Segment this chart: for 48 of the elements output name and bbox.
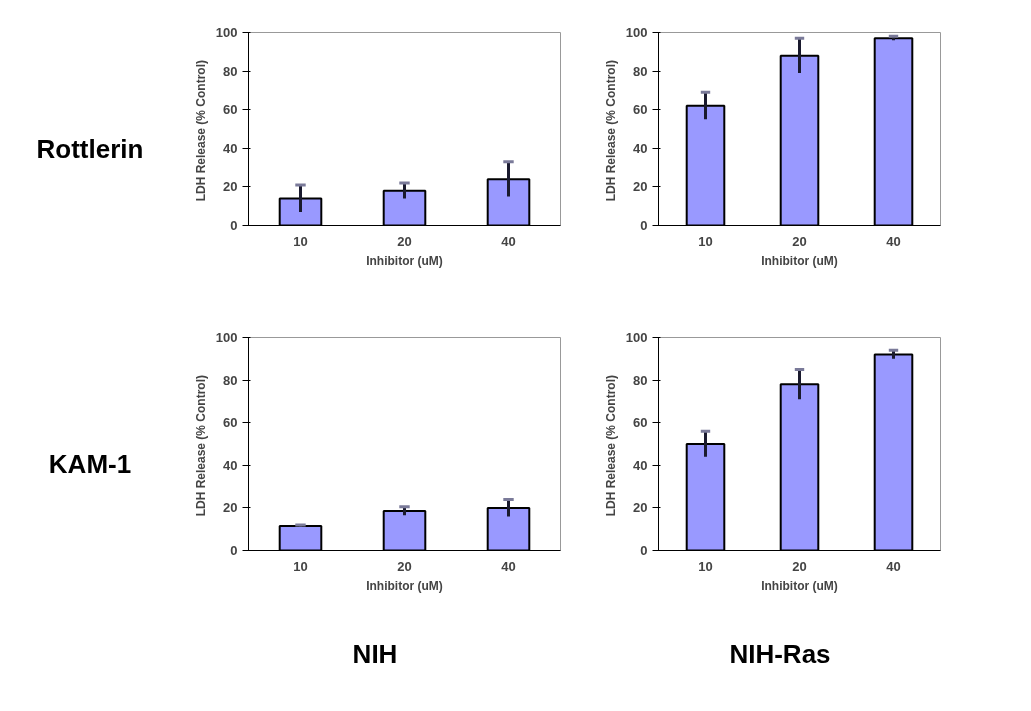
y-tick-label: 0 (640, 218, 648, 233)
x-tick-label: 40 (886, 233, 901, 249)
y-tick-label: 0 (640, 543, 648, 558)
y-tick-label: 40 (223, 140, 238, 156)
x-tick-label: 20 (397, 558, 412, 574)
y-tick-label: 80 (223, 63, 238, 79)
x-tick-label: 40 (501, 233, 516, 249)
y-tick-label: 20 (633, 500, 648, 516)
y-tick-label: 100 (625, 25, 648, 40)
x-axis-title: Inhibitor (uM) (366, 253, 443, 268)
y-tick-label: 40 (633, 140, 648, 156)
y-tick-label: 20 (223, 179, 238, 195)
y-tick-label: 60 (223, 415, 238, 431)
x-tick-label: 10 (293, 233, 308, 249)
x-tick-label: 20 (397, 233, 412, 249)
x-axis-title: Inhibitor (uM) (761, 253, 838, 268)
x-tick-label: 10 (698, 558, 713, 574)
y-tick-label: 40 (633, 457, 648, 473)
x-tick-label: 20 (792, 233, 807, 249)
text: NIH (352, 638, 398, 672)
y-tick-label: 0 (230, 218, 238, 233)
y-tick-label: 20 (633, 179, 648, 195)
y-tick-label: 20 (223, 500, 238, 516)
y-tick-label: 0 (230, 543, 238, 558)
y-tick-label: 100 (215, 25, 238, 40)
y-axis-title: LDH Release (% Control) (193, 59, 208, 202)
text: NIH-Ras (729, 638, 831, 672)
y-axis-title: LDH Release (% Control) (603, 374, 618, 517)
x-tick-label: 10 (293, 558, 308, 574)
y-tick-label: 100 (215, 330, 238, 345)
y-tick-label: 40 (223, 457, 238, 473)
x-tick-label: 20 (792, 558, 807, 574)
x-tick-label: 10 (698, 233, 713, 249)
y-axis-title: LDH Release (% Control) (193, 374, 208, 517)
x-axis-title: Inhibitor (uM) (761, 578, 838, 593)
y-tick-label: 80 (633, 63, 648, 79)
text: Rottlerin (36, 133, 144, 167)
y-tick-label: 100 (625, 330, 648, 345)
x-tick-label: 40 (501, 558, 516, 574)
text: KAM-1 (48, 448, 132, 482)
y-tick-label: 80 (633, 372, 648, 388)
y-axis-title: LDH Release (% Control) (603, 59, 618, 202)
y-tick-label: 60 (633, 102, 648, 118)
y-tick-label: 60 (223, 102, 238, 118)
y-tick-label: 60 (633, 415, 648, 431)
x-axis-title: Inhibitor (uM) (366, 578, 443, 593)
y-tick-label: 80 (223, 372, 238, 388)
x-tick-label: 40 (886, 558, 901, 574)
